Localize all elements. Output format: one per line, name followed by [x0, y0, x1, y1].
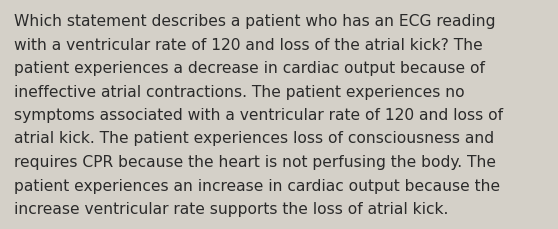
- Text: atrial kick. The patient experiences loss of consciousness and: atrial kick. The patient experiences los…: [14, 131, 494, 146]
- Text: ineffective atrial contractions. The patient experiences no: ineffective atrial contractions. The pat…: [14, 84, 465, 99]
- Text: with a ventricular rate of 120 and loss of the atrial kick? The: with a ventricular rate of 120 and loss …: [14, 37, 483, 52]
- Text: patient experiences a decrease in cardiac output because of: patient experiences a decrease in cardia…: [14, 61, 485, 76]
- Text: patient experiences an increase in cardiac output because the: patient experiences an increase in cardi…: [14, 178, 500, 193]
- Text: requires CPR because the heart is not perfusing the body. The: requires CPR because the heart is not pe…: [14, 154, 496, 169]
- Text: increase ventricular rate supports the loss of atrial kick.: increase ventricular rate supports the l…: [14, 201, 449, 216]
- Text: Which statement describes a patient who has an ECG reading: Which statement describes a patient who …: [14, 14, 496, 29]
- Text: symptoms associated with a ventricular rate of 120 and loss of: symptoms associated with a ventricular r…: [14, 108, 503, 123]
